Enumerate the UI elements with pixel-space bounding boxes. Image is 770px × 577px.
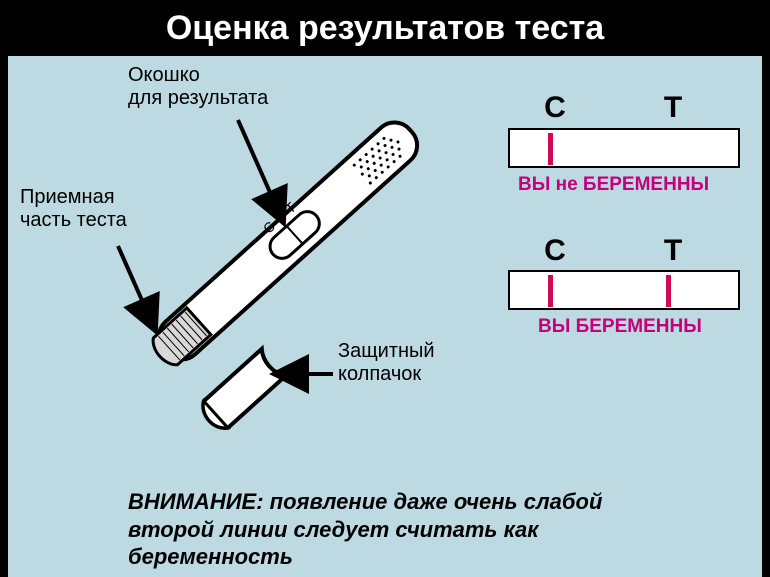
result2-caption: ВЫ БЕРЕМЕННЫ bbox=[538, 316, 702, 338]
outer-frame: Оценка результатов теста bbox=[8, 0, 762, 577]
result1-c-label: C bbox=[540, 91, 570, 125]
callout-line: колпачок bbox=[338, 363, 435, 386]
page-title: Оценка результатов теста bbox=[166, 9, 604, 47]
callout-result-window: Окошко для результата bbox=[128, 64, 268, 110]
result1-c-line bbox=[548, 133, 553, 165]
result2-t-line bbox=[666, 275, 671, 307]
callout-cap: Защитный колпачок bbox=[338, 340, 435, 386]
title-bar: Оценка результатов теста bbox=[8, 0, 762, 56]
result2-box bbox=[508, 270, 740, 310]
result1-t-label: T bbox=[658, 91, 688, 125]
result2-c-line bbox=[548, 275, 553, 307]
callout-line: Защитный bbox=[338, 340, 435, 363]
callout-receiver: Приемная часть теста bbox=[20, 186, 127, 232]
result1-caption: ВЫ не БЕРЕМЕННЫ bbox=[518, 174, 709, 196]
main-panel: C T Окошко для результат bbox=[8, 56, 762, 577]
callout-line: часть теста bbox=[20, 209, 127, 232]
callout-line: Окошко bbox=[128, 64, 268, 87]
result1-box bbox=[508, 128, 740, 168]
result2-c-label: C bbox=[540, 234, 570, 268]
result2-t-label: T bbox=[658, 234, 688, 268]
footnote: ВНИМАНИЕ: появление даже очень слабой вт… bbox=[128, 488, 688, 571]
callout-line: для результата bbox=[128, 87, 268, 110]
callout-line: Приемная bbox=[20, 186, 127, 209]
footnote-lead: ВНИМАНИЕ: bbox=[128, 489, 264, 514]
